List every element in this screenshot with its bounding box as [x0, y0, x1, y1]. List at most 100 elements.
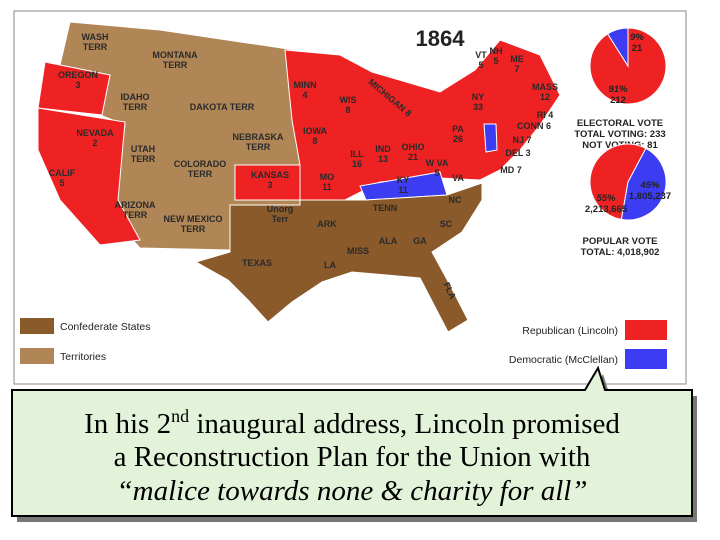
state-label-line: WASH	[82, 32, 109, 42]
legend-label: Confederate States	[60, 321, 150, 333]
confederate-region	[194, 182, 483, 333]
state-label-line: 3	[75, 80, 80, 90]
state-label-line: VA	[452, 173, 464, 183]
state-label-line: NEVADA	[76, 128, 114, 138]
state-label-line: KANSAS	[251, 170, 289, 180]
map-title: 1864	[416, 26, 466, 51]
state-label-line: IND	[375, 144, 391, 154]
state-label: WIS 8	[340, 95, 357, 115]
state-label-line: DAKOTA TERR	[190, 102, 255, 112]
state-label-line: TERR	[163, 60, 188, 70]
state-label-line: TENN	[373, 203, 398, 213]
state-label: WASH TERR	[82, 32, 109, 52]
state-label-line: 26	[453, 134, 463, 144]
caption-superscript: nd	[171, 406, 189, 426]
caption-text: In his 2	[84, 408, 171, 440]
state-label: MISS	[347, 246, 369, 256]
state-label-line: UTAH	[131, 144, 155, 154]
state-label-line: DEL 3	[505, 148, 530, 158]
state-label: ARK	[317, 219, 337, 229]
state-label: CONN 6	[517, 121, 551, 131]
state-label-line: 5	[434, 168, 439, 178]
caption-line: In his 2nd inaugural address, Lincoln pr…	[84, 406, 620, 440]
state-label: COLORADO TERR	[174, 159, 227, 179]
pie-percent: 91%	[608, 84, 628, 95]
state-label: TEXAS	[242, 258, 272, 268]
state-label: W VA 5	[426, 158, 449, 178]
state-label-line: TERR	[246, 142, 271, 152]
state-label-line: NY	[472, 92, 485, 102]
pie-slice	[606, 27, 629, 68]
state-label: VT 5	[475, 50, 487, 70]
state-label-line: TERR	[83, 42, 108, 52]
state-label-line: 7	[514, 64, 519, 74]
state-label: MONTANA TERR	[152, 50, 198, 70]
state-label: DEL 3	[505, 148, 530, 158]
california-nevada	[37, 107, 141, 246]
legend-label: Republican (Lincoln)	[522, 325, 618, 337]
pie-slice	[589, 143, 647, 221]
state-label-line: MD 7	[500, 165, 522, 175]
state-label: LA	[324, 260, 336, 270]
state-label: IOWA 8	[303, 126, 327, 146]
state-label: NEW MEXICO TERR	[163, 214, 222, 234]
caption-line: “malice towards none & charity for all”	[117, 475, 588, 507]
state-label: IND 13	[375, 144, 391, 164]
state-label-line: 4	[302, 90, 307, 100]
state-label-line: 33	[473, 102, 483, 112]
pie-slice	[620, 147, 667, 221]
state-label-line: 5	[59, 178, 64, 188]
state-label-line: IOWA	[303, 126, 327, 136]
state-label-line: MASS	[532, 82, 558, 92]
caption-text: inaugural address, Lincoln promised	[189, 408, 620, 440]
state-label-line: 3	[267, 180, 272, 190]
state-label-line: TEXAS	[242, 258, 272, 268]
state-label: NEBRASKA TERR	[232, 132, 284, 152]
state-label: KY 11	[397, 175, 410, 195]
state-label-line: NC	[449, 195, 462, 205]
state-label-line: CALIF	[49, 168, 76, 178]
legend-swatch	[625, 349, 667, 369]
state-label-line: NJ 7	[512, 135, 531, 145]
state-label-line: TERR	[123, 210, 148, 220]
state-label-line: TERR	[123, 102, 148, 112]
state-label-line: OREGON	[58, 70, 98, 80]
state-label: NH 5	[490, 46, 503, 66]
pie-note: TOTAL VOTING: 233	[574, 129, 665, 140]
state-label: OREGON 3	[58, 70, 98, 90]
state-label: UTAH TERR	[131, 144, 156, 164]
state-label-line: MO	[320, 172, 335, 182]
state-label: PA 26	[452, 124, 464, 144]
state-label-line: NEBRASKA	[232, 132, 284, 142]
state-label: SC	[440, 219, 453, 229]
state-label-line: ALA	[379, 236, 398, 246]
state-label-line: ME	[510, 54, 524, 64]
legend-label: Democratic (McClellan)	[509, 354, 618, 366]
state-label-line: 13	[378, 154, 388, 164]
state-label-line: TERR	[181, 224, 206, 234]
state-label: Unorg Terr	[267, 204, 294, 224]
new-jersey	[483, 123, 498, 153]
state-label-line: TERR	[188, 169, 213, 179]
state-label-line: ARK	[317, 219, 337, 229]
pie-heading: ELECTORAL VOTE	[577, 118, 663, 129]
state-label-line: 11	[322, 182, 332, 192]
state-label-line: CONN 6	[517, 121, 551, 131]
state-label-line: 8	[312, 136, 317, 146]
caption-line: a Reconstruction Plan for the Union with	[114, 441, 591, 473]
state-label-line: OHIO	[401, 142, 424, 152]
state-label-line: 5	[493, 56, 498, 66]
pie-votes: 21	[632, 43, 643, 54]
oregon	[37, 61, 111, 116]
state-label: ALA	[379, 236, 398, 246]
state-label-line: 2	[92, 138, 97, 148]
state-label: MINN 4	[294, 80, 317, 100]
legend-swatch	[20, 318, 54, 334]
pie-votes: 212	[610, 95, 626, 106]
pie-note: TOTAL: 4,018,902	[581, 247, 660, 258]
state-label-line: SC	[440, 219, 453, 229]
state-label: ARIZONA TERR	[115, 200, 156, 220]
state-label-line: 12	[540, 92, 550, 102]
state-label: VA	[452, 173, 464, 183]
